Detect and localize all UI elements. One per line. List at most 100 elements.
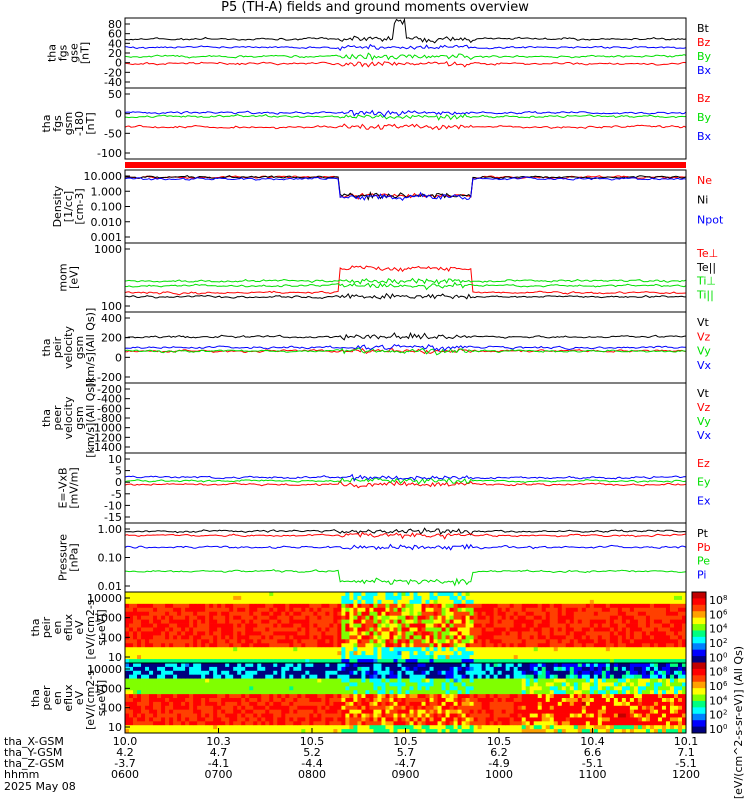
spectrogram-cell (221, 619, 226, 624)
spectrogram-cell (365, 717, 370, 722)
spectrogram-cell (461, 631, 467, 636)
spectrogram-cell (381, 659, 386, 664)
spectrogram-cell (181, 670, 186, 676)
spectrogram-cell (653, 611, 659, 617)
spectrogram-cell (449, 623, 454, 628)
spectrogram-cell (653, 631, 659, 636)
spectrogram-cell (289, 705, 294, 711)
spectrogram-cell (241, 603, 246, 609)
spectrogram-cell (173, 729, 178, 734)
spectrogram-cell (541, 651, 547, 656)
spectrogram-cell (249, 698, 254, 703)
spectrogram-cell (141, 651, 146, 656)
spectrogram-cell (169, 607, 174, 613)
panel-peer_spec-spectrogram (125, 663, 687, 734)
spectrogram-cell (361, 599, 366, 605)
spectrogram-cell (405, 623, 410, 628)
spectrogram-cell (353, 615, 358, 621)
spectrogram-cell (145, 694, 150, 699)
spectrogram-cell (617, 698, 623, 703)
spectrogram-cell (445, 674, 450, 679)
spectrogram-cell (141, 635, 146, 640)
spectrogram-cell (325, 729, 330, 734)
spectrogram-cell (269, 619, 274, 624)
spectrogram-cell (601, 670, 607, 676)
spectrogram-cell (617, 713, 623, 718)
spectrogram-cell (341, 655, 346, 660)
spectrogram-cell (193, 690, 198, 695)
spectrogram-cell (613, 595, 619, 601)
spectrogram-cell (469, 705, 475, 711)
spectrogram-cell (589, 611, 595, 617)
spectrogram-cell (613, 639, 619, 644)
spectrogram-cell (369, 705, 374, 711)
spectrogram-cell (521, 670, 527, 676)
spectrogram-cell (565, 709, 571, 714)
spectrogram-cell (445, 698, 450, 703)
spectrogram-cell (573, 611, 579, 617)
spectrogram-cell (357, 607, 362, 613)
spectrogram-cell (353, 607, 358, 613)
spectrogram-cell (173, 705, 178, 711)
spectrogram-cell (545, 627, 551, 632)
spectrogram-cell (561, 623, 567, 628)
spectrogram-cell (149, 627, 154, 632)
spectrogram-cell (665, 627, 671, 632)
spectrogram-cell (149, 643, 154, 648)
spectrogram-cell (593, 607, 599, 613)
spectrogram-cell (317, 694, 322, 699)
spectrogram-cell (293, 627, 298, 632)
spectrogram-cell (201, 639, 206, 644)
spectrogram-cell (561, 705, 567, 711)
spectrogram-cell (173, 717, 178, 722)
spectrogram-cell (493, 701, 499, 707)
spectrogram-cell (461, 674, 467, 679)
spectrogram-cell (241, 599, 246, 605)
spectrogram-cell (505, 694, 511, 699)
spectrogram-cell (425, 698, 430, 703)
spectrogram-cell (537, 592, 543, 597)
spectrogram-cell (161, 729, 166, 734)
spectrogram-cell (609, 694, 615, 699)
spectrogram-cell (365, 694, 370, 699)
spectrogram-cell (417, 721, 422, 726)
spectrogram-cell (517, 666, 523, 672)
spectrogram-cell (473, 635, 479, 640)
spectrogram-cell (453, 647, 458, 652)
spectrogram-cell (301, 670, 306, 676)
spectrogram-cell (293, 655, 298, 660)
spectrogram-cell (577, 599, 583, 605)
spectrogram-cell (409, 663, 414, 668)
spectrogram-cell (341, 643, 346, 648)
spectrogram-cell (285, 698, 290, 703)
spectrogram-cell (173, 599, 178, 605)
spectrogram-cell (601, 635, 607, 640)
spectrogram-cell (605, 651, 611, 656)
spectrogram-cell (345, 666, 350, 672)
spectrogram-cell (301, 694, 306, 699)
spectrogram-cell (293, 713, 298, 718)
spectrogram-cell (293, 611, 298, 617)
spectrogram-cell (413, 694, 418, 699)
spectrogram-cell (265, 599, 270, 605)
y-tick-label: -1200 (90, 431, 122, 444)
spectrogram-cell (209, 611, 214, 617)
spectrogram-cell (337, 655, 342, 660)
spectrogram-cell (529, 666, 535, 672)
spectrogram-cell (621, 713, 627, 718)
legend-entry-Npot: Npot (697, 213, 724, 226)
spectrogram-cell (273, 721, 278, 726)
spectrogram-cell (429, 701, 434, 707)
spectrogram-cell (141, 678, 146, 683)
spectrogram-cell (281, 603, 286, 609)
spectrogram-cell (385, 659, 390, 664)
spectrogram-cell (345, 663, 350, 668)
spectrogram-cell (613, 678, 619, 683)
spectrogram-cell (377, 595, 382, 601)
spectrogram-cell (317, 655, 322, 660)
spectrogram-cell (433, 611, 438, 617)
spectrogram-cell (361, 635, 366, 640)
spectrogram-cell (145, 623, 150, 628)
spectrogram-cell (489, 690, 495, 695)
spectrogram-cell (437, 607, 442, 613)
